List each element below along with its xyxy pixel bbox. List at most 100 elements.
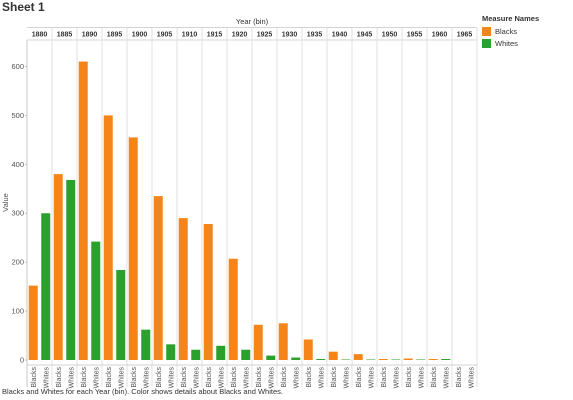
legend-swatch-whites xyxy=(482,38,491,48)
legend-item-blacks[interactable]: Blacks xyxy=(482,25,539,37)
column-header-title: Year (bin) xyxy=(236,17,269,26)
y-tick-label-100: 100 xyxy=(11,307,24,316)
x-label-1915-blacks: Blacks xyxy=(206,367,213,388)
bar-1905-blacks[interactable] xyxy=(153,196,163,360)
bar-1960-whites[interactable] xyxy=(441,359,451,360)
bar-1930-blacks[interactable] xyxy=(278,323,288,360)
x-label-1930-blacks: Blacks xyxy=(281,367,288,388)
y-tick-label-400: 400 xyxy=(11,160,24,169)
bar-1880-blacks[interactable] xyxy=(28,285,38,360)
y-tick-label-600: 600 xyxy=(11,62,24,71)
x-label-1955-whites: Whites xyxy=(418,367,425,389)
x-label-1950-whites: Whites xyxy=(393,367,400,389)
x-label-1940-whites: Whites xyxy=(343,367,350,389)
bar-1915-blacks[interactable] xyxy=(203,223,213,360)
x-label-1935-blacks: Blacks xyxy=(306,367,313,388)
x-label-1965-blacks: Blacks xyxy=(456,367,463,388)
x-label-1955-blacks: Blacks xyxy=(406,367,413,388)
column-header-1885: 1885 xyxy=(57,32,73,39)
bar-1950-blacks[interactable] xyxy=(378,359,388,360)
legend-swatch-blacks xyxy=(482,26,491,36)
bar-1910-blacks[interactable] xyxy=(178,218,188,360)
x-label-1880-blacks: Blacks xyxy=(31,367,38,388)
bar-1930-whites[interactable] xyxy=(291,357,301,360)
x-label-1910-whites: Whites xyxy=(193,367,200,389)
bar-1940-blacks[interactable] xyxy=(328,351,338,360)
column-header-1900: 1900 xyxy=(132,32,148,39)
bar-1925-blacks[interactable] xyxy=(253,324,263,360)
x-label-1910-blacks: Blacks xyxy=(181,367,188,388)
x-label-1960-blacks: Blacks xyxy=(431,367,438,388)
bar-1885-blacks[interactable] xyxy=(53,174,63,360)
x-label-1900-blacks: Blacks xyxy=(131,367,138,388)
bar-1880-whites[interactable] xyxy=(41,213,51,360)
bar-1890-whites[interactable] xyxy=(91,241,101,360)
legend: Measure Names Blacks Whites xyxy=(482,14,539,49)
column-header-1930: 1930 xyxy=(282,32,298,39)
column-header-1895: 1895 xyxy=(107,32,123,39)
column-header-1890: 1890 xyxy=(82,32,98,39)
column-header-1935: 1935 xyxy=(307,32,323,39)
x-label-1920-blacks: Blacks xyxy=(231,367,238,388)
column-header-1925: 1925 xyxy=(257,32,273,39)
bar-1920-whites[interactable] xyxy=(241,349,251,360)
bar-1935-blacks[interactable] xyxy=(303,339,313,360)
y-tick-label-500: 500 xyxy=(11,111,24,120)
x-label-1920-whites: Whites xyxy=(243,367,250,389)
column-header-1880: 1880 xyxy=(32,32,48,39)
bar-1905-whites[interactable] xyxy=(166,344,176,360)
bar-1900-whites[interactable] xyxy=(141,329,151,360)
column-header-1955: 1955 xyxy=(407,32,423,39)
bar-1885-whites[interactable] xyxy=(66,179,76,360)
bars-layer xyxy=(28,61,451,361)
x-label-1895-blacks: Blacks xyxy=(106,367,113,388)
bar-1890-blacks[interactable] xyxy=(78,61,88,361)
x-label-1885-blacks: Blacks xyxy=(56,367,63,388)
bar-1915-whites[interactable] xyxy=(216,345,226,360)
y-tick-label-200: 200 xyxy=(11,258,24,267)
x-label-1900-whites: Whites xyxy=(143,367,150,389)
legend-item-whites[interactable]: Whites xyxy=(482,37,539,49)
x-label-1930-whites: Whites xyxy=(293,367,300,389)
bar-1955-blacks[interactable] xyxy=(403,358,413,360)
y-axis-title: Value xyxy=(1,193,10,212)
x-label-1945-blacks: Blacks xyxy=(356,367,363,388)
column-header-1940: 1940 xyxy=(332,32,348,39)
y-tick-label-300: 300 xyxy=(11,209,24,218)
x-label-1935-whites: Whites xyxy=(318,367,325,389)
y-axis: Value 0 100 200 300 400 500 600 xyxy=(1,40,477,387)
bar-1910-whites[interactable] xyxy=(191,349,201,360)
x-label-1945-whites: Whites xyxy=(368,367,375,389)
bar-1900-blacks[interactable] xyxy=(128,137,138,360)
legend-title: Measure Names xyxy=(482,14,540,23)
x-label-1925-whites: Whites xyxy=(268,367,275,389)
chart-caption: Blacks and Whites for each Year (bin). C… xyxy=(2,387,283,396)
bar-1960-blacks[interactable] xyxy=(428,359,438,360)
x-label-1880-whites: Whites xyxy=(43,367,50,389)
legend-label-whites: Whites xyxy=(495,38,518,48)
bar-1945-blacks[interactable] xyxy=(353,354,363,360)
x-label-1960-whites: Whites xyxy=(443,367,450,389)
column-header-1945: 1945 xyxy=(357,32,373,39)
bar-1935-whites[interactable] xyxy=(316,359,326,360)
column-header-1950: 1950 xyxy=(382,32,398,39)
x-label-1885-whites: Whites xyxy=(68,367,75,389)
x-axis-labels: Blacks Whites Blacks Whites Blacks Whites Blac… xyxy=(31,367,476,389)
column-header-1905: 1905 xyxy=(157,32,173,39)
y-tick-label-0: 0 xyxy=(20,356,24,365)
column-header-1910: 1910 xyxy=(182,32,198,39)
x-label-1940-blacks: Blacks xyxy=(331,367,338,388)
x-label-1915-whites: Whites xyxy=(218,367,225,389)
column-header-1960: 1960 xyxy=(432,32,448,39)
bar-1895-blacks[interactable] xyxy=(103,115,113,360)
column-header-1965: 1965 xyxy=(457,32,473,39)
x-label-1890-blacks: Blacks xyxy=(81,367,88,388)
bar-1925-whites[interactable] xyxy=(266,355,276,360)
bar-1920-blacks[interactable] xyxy=(228,258,238,360)
x-label-1905-whites: Whites xyxy=(168,367,175,389)
column-header-1920: 1920 xyxy=(232,32,248,39)
bar-1895-whites[interactable] xyxy=(116,269,126,360)
column-header-1915: 1915 xyxy=(207,32,223,39)
x-label-1965-whites: Whites xyxy=(468,367,475,389)
